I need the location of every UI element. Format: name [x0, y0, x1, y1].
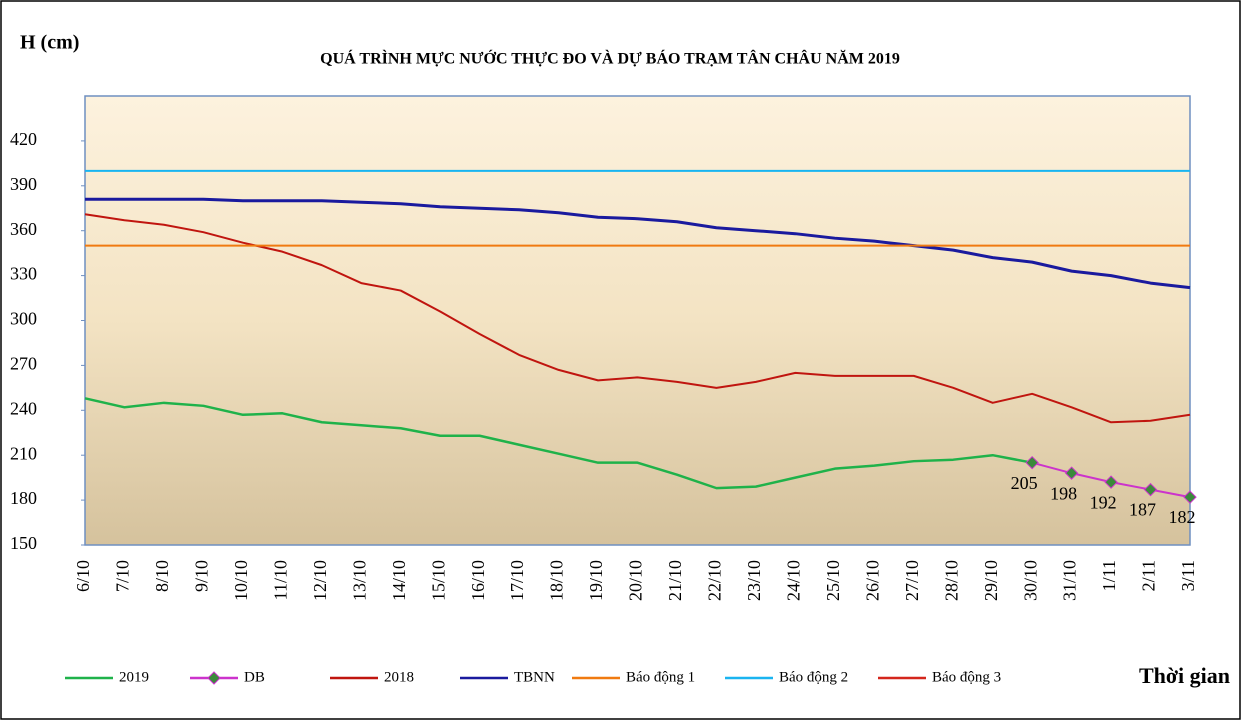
data-label: 187: [1129, 500, 1156, 520]
x-tick-label: 1/11: [1099, 560, 1119, 591]
x-tick-label: 18/10: [547, 560, 567, 601]
x-tick-label: 7/10: [113, 560, 133, 592]
x-tick-label: 21/10: [665, 560, 685, 601]
x-tick-label: 25/10: [823, 560, 843, 601]
legend-label: DB: [244, 669, 265, 685]
x-tick-label: 14/10: [389, 560, 409, 601]
data-label: 205: [1011, 473, 1038, 493]
x-tick-label: 17/10: [507, 560, 527, 601]
y-tick-label: 360: [10, 219, 37, 239]
x-tick-label: 11/10: [270, 560, 290, 600]
x-tick-label: 22/10: [705, 560, 725, 601]
y-axis-label: H (cm): [20, 32, 79, 54]
x-tick-label: 13/10: [349, 560, 369, 601]
y-tick-label: 390: [10, 174, 37, 194]
x-tick-label: 31/10: [1060, 560, 1080, 601]
chart-title: QUÁ TRÌNH MỰC NƯỚC THỰC ĐO VÀ DỰ BÁO TRẠ…: [320, 49, 900, 68]
x-tick-label: 12/10: [310, 560, 330, 601]
x-tick-label: 23/10: [744, 560, 764, 601]
x-tick-label: 24/10: [783, 560, 803, 601]
legend-label: Báo động 3: [932, 669, 1001, 685]
legend-label: Báo động 1: [626, 669, 695, 685]
x-tick-label: 10/10: [231, 560, 251, 601]
x-tick-label: 28/10: [941, 560, 961, 601]
x-tick-label: 27/10: [902, 560, 922, 601]
x-tick-label: 15/10: [428, 560, 448, 601]
data-label: 182: [1169, 507, 1196, 527]
x-tick-label: 16/10: [468, 560, 488, 601]
data-point: [1064, 466, 1079, 480]
data-point: [1025, 455, 1039, 470]
x-tick-label: 30/10: [1020, 560, 1040, 601]
y-tick-label: 300: [10, 309, 37, 329]
legend-label: 2018: [384, 669, 414, 685]
y-tick-label: 180: [10, 488, 37, 508]
legend-marker: [207, 671, 221, 685]
y-tick-label: 150: [10, 533, 37, 553]
x-tick-label: 9/10: [192, 560, 212, 592]
x-tick-label: 20/10: [626, 560, 646, 601]
x-tick-label: 29/10: [981, 560, 1001, 601]
series-line: [84, 397, 1033, 490]
series-line: [84, 213, 1191, 424]
data-point: [1183, 490, 1197, 504]
series-line: [85, 197, 1191, 290]
data-point: [1143, 482, 1158, 497]
data-label: 192: [1090, 492, 1117, 512]
y-tick-label: 420: [10, 129, 37, 149]
legend-label: 2019: [119, 669, 149, 685]
x-tick-label: 2/11: [1139, 560, 1159, 591]
x-axis-label: Thời gian: [1139, 663, 1230, 688]
legend-label: TBNN: [514, 669, 555, 685]
x-tick-label: 3/11: [1178, 560, 1198, 591]
y-tick-label: 270: [10, 354, 37, 374]
x-tick-label: 6/10: [73, 560, 93, 592]
x-tick-label: 26/10: [862, 560, 882, 601]
legend-label: Báo động 2: [779, 669, 848, 685]
y-tick-label: 240: [10, 398, 37, 418]
y-tick-label: 210: [10, 443, 37, 463]
data-point: [1104, 475, 1118, 489]
data-label: 198: [1050, 483, 1077, 503]
x-tick-label: 8/10: [152, 560, 172, 592]
x-tick-label: 19/10: [586, 560, 606, 601]
y-tick-label: 330: [10, 264, 37, 284]
